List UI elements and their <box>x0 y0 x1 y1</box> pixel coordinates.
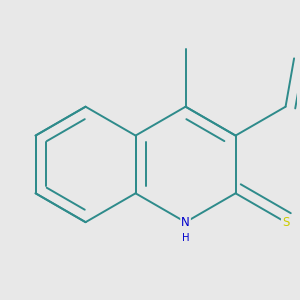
Text: S: S <box>282 216 289 229</box>
Text: H: H <box>182 233 189 243</box>
Text: N: N <box>181 216 190 229</box>
